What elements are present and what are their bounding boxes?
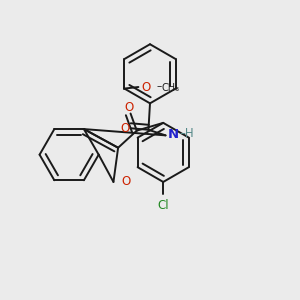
Text: –: – [156,81,161,91]
Text: O: O [120,122,129,135]
Text: O: O [121,176,130,188]
Text: N: N [168,128,179,141]
Text: O: O [124,101,134,114]
Text: O: O [142,80,151,94]
Text: CH₃: CH₃ [162,82,180,93]
Text: Cl: Cl [158,199,169,212]
Text: –H: –H [180,127,194,140]
